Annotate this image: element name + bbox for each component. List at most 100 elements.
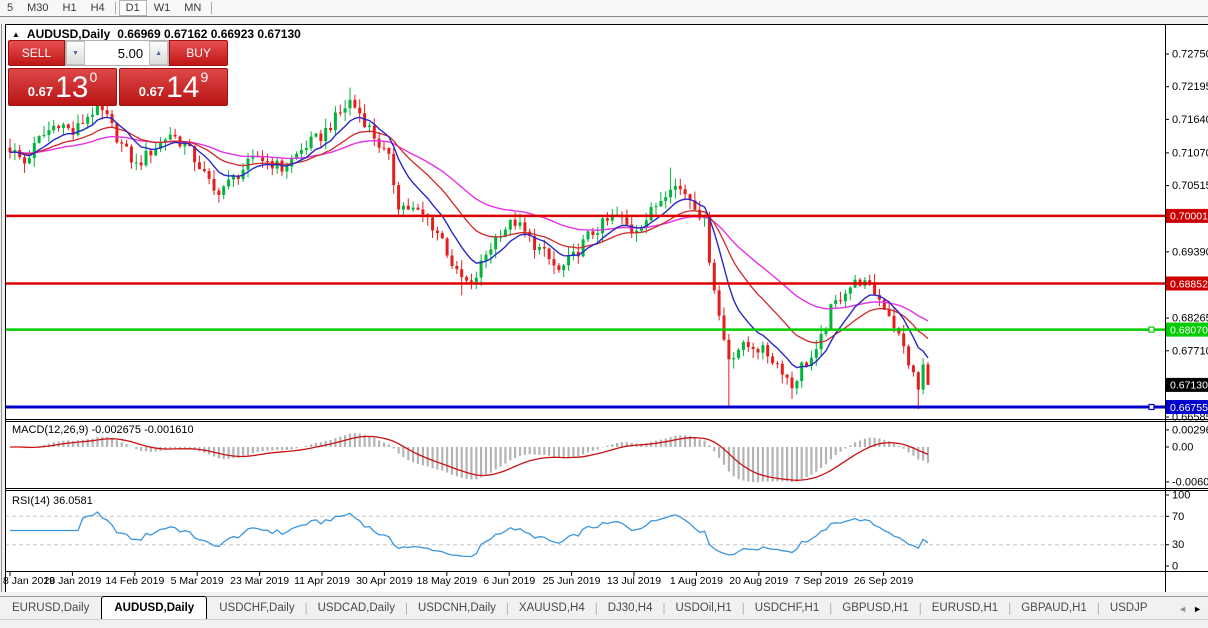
bottom-strip <box>0 619 1208 628</box>
symbol-title: AUDUSD,Daily <box>26 27 111 41</box>
svg-text:30 Apr 2019: 30 Apr 2019 <box>356 575 413 587</box>
buy-price-prefix: 0.67 <box>138 84 165 99</box>
chart-tab-usdcnh-daily[interactable]: USDCNH,Daily <box>417 602 496 614</box>
rsi-value: 36.0581 <box>52 495 93 507</box>
svg-text:0.72750: 0.72750 <box>1172 49 1208 61</box>
buy-button[interactable]: BUY <box>169 40 228 66</box>
chart-tab-gbpusd-h1[interactable]: GBPUSD,H1 <box>842 602 909 614</box>
svg-text:14 Feb 2019: 14 Feb 2019 <box>105 575 164 587</box>
price-axis: 0.727500.721950.716400.710700.705150.699… <box>1165 49 1208 573</box>
svg-text:0.70001: 0.70001 <box>1170 211 1208 223</box>
svg-text:8 Jan 2019: 8 Jan 2019 <box>3 575 55 587</box>
chart-area[interactable]: 0.727500.721950.716400.710700.705150.699… <box>0 17 1208 595</box>
svg-text:0.67130: 0.67130 <box>1170 380 1208 392</box>
svg-text:30: 30 <box>1172 539 1184 551</box>
chart-tab-gbpaud-h1[interactable]: GBPAUD,H1 <box>1021 602 1087 614</box>
timeframe-button-5[interactable]: 5 <box>7 2 14 14</box>
chart-tab-usdchf-h1[interactable]: USDCHF,H1 <box>754 602 820 614</box>
tab-separator: | <box>662 602 666 615</box>
rsi-name: RSI(14) <box>12 495 50 507</box>
level-handle[interactable] <box>1148 403 1155 411</box>
level-lines-layer <box>5 214 1165 411</box>
tab-separator: | <box>918 602 922 615</box>
svg-text:0.66755: 0.66755 <box>1170 402 1208 414</box>
svg-text:0.002968: 0.002968 <box>1172 424 1208 436</box>
buy-price-pip-digit: 9 <box>200 69 209 85</box>
timeframe-button-d1[interactable]: D1 <box>118 0 147 16</box>
chart-tab-usdoil-h1[interactable]: USDOil,H1 <box>675 602 732 614</box>
svg-text:5 Mar 2019: 5 Mar 2019 <box>171 575 224 587</box>
volume-input[interactable] <box>84 41 150 65</box>
chart-tab-usdjp[interactable]: USDJP <box>1109 602 1148 614</box>
macd-indicator-label: MACD(12,26,9) -0.002675 -0.001610 <box>12 424 194 436</box>
chart-tab-audusd-daily[interactable]: AUDUSD,Daily <box>101 595 208 620</box>
chart-tab-bar: EURUSD,Daily AUDUSD,Daily USDCHF,Daily | USD… <box>0 595 1208 620</box>
price-badge-0.70001: 0.70001 <box>1166 208 1208 223</box>
toolbar-separator <box>211 2 213 14</box>
sell-price-big-digits: 13 <box>55 71 89 104</box>
buy-price-button[interactable]: 0.67 14 9 <box>119 68 228 106</box>
chart-tab-xauusd-h4[interactable]: XAUUSD,H4 <box>518 602 585 614</box>
svg-text:18 May 2019: 18 May 2019 <box>416 575 477 587</box>
svg-text:0.72195: 0.72195 <box>1172 81 1208 93</box>
tab-separator: | <box>1096 602 1100 615</box>
tabs-scroll-right-icon[interactable]: ► <box>1193 603 1202 614</box>
chart-tab-usdcad-daily[interactable]: USDCAD,Daily <box>317 602 395 614</box>
svg-text:0.67710: 0.67710 <box>1172 345 1208 357</box>
pane-borders <box>1 24 1208 592</box>
svg-text:0.68070: 0.68070 <box>1170 324 1208 336</box>
macd-pane <box>10 433 930 483</box>
svg-text:26 Sep 2019: 26 Sep 2019 <box>854 575 914 587</box>
rsi-indicator-label: RSI(14) 36.0581 <box>12 495 93 507</box>
svg-text:0.69390: 0.69390 <box>1172 246 1208 258</box>
tab-separator: | <box>505 602 509 615</box>
chart-tab-dj30-h4[interactable]: DJ30,H4 <box>607 602 653 614</box>
price-badge-0.68070: 0.68070 <box>1166 322 1208 337</box>
svg-text:23 Mar 2019: 23 Mar 2019 <box>230 575 289 587</box>
sell-button[interactable]: SELL <box>8 40 65 66</box>
timeframe-button-w1[interactable]: W1 <box>153 2 171 14</box>
timeframe-button-mn[interactable]: MN <box>184 2 202 14</box>
tabs-scroll-left-icon[interactable]: ◄ <box>1178 603 1188 614</box>
macd-values: -0.002675 -0.001610 <box>91 424 194 436</box>
chart-tab-eurusd-daily[interactable]: EURUSD,Daily <box>12 602 90 614</box>
timeframe-button-h1[interactable]: H1 <box>62 2 77 14</box>
sell-price-pip-digit: 0 <box>89 69 98 85</box>
svg-text:0.71070: 0.71070 <box>1172 147 1208 159</box>
svg-text:100: 100 <box>1172 490 1190 502</box>
buy-price-big-digits: 14 <box>166 71 200 104</box>
svg-text:0: 0 <box>1172 561 1178 573</box>
chart-tab-eurusd-h1[interactable]: EURUSD,H1 <box>931 602 999 614</box>
timeframe-button-m30[interactable]: M30 <box>27 2 49 14</box>
svg-text:0.66585: 0.66585 <box>1172 412 1208 424</box>
one-click-trade-panel: SELL ▼ ▲ BUY 0.67 13 0 0.67 14 9 <box>8 40 228 106</box>
volume-increase-button[interactable]: ▲ <box>149 41 169 65</box>
svg-text:20 Aug 2019: 20 Aug 2019 <box>729 575 788 587</box>
price-badge-0.68852: 0.68852 <box>1166 276 1208 291</box>
tab-separator: | <box>404 602 408 615</box>
chart-tab-usdchf-daily[interactable]: USDCHF,Daily <box>219 602 295 614</box>
svg-text:0.71640: 0.71640 <box>1172 114 1208 126</box>
tab-separator: | <box>594 602 598 615</box>
tab-separator: | <box>829 602 833 615</box>
svg-text:25 Jun 2019: 25 Jun 2019 <box>543 575 601 587</box>
macd-name: MACD(12,26,9) <box>12 424 89 436</box>
toolbar-separator <box>114 2 116 14</box>
level-handle[interactable] <box>1148 326 1155 333</box>
moving-averages-layer <box>9 116 929 369</box>
svg-text:1 Aug 2019: 1 Aug 2019 <box>670 575 723 587</box>
svg-text:11 Apr 2019: 11 Apr 2019 <box>294 575 350 587</box>
svg-text:26 Jan 2019: 26 Jan 2019 <box>43 575 101 587</box>
volume-decrease-button[interactable]: ▼ <box>65 41 85 65</box>
sell-price-button[interactable]: 0.67 13 0 <box>8 68 117 106</box>
collapse-trade-panel-icon[interactable]: ▲ <box>12 29 20 39</box>
svg-text:6 Jun 2019: 6 Jun 2019 <box>483 575 535 587</box>
svg-text:70: 70 <box>1172 511 1184 523</box>
tab-separator: | <box>1008 602 1012 615</box>
price-chart-svg: 0.727500.721950.716400.710700.705150.699… <box>1 24 1208 592</box>
ohlc-values: 0.66969 0.67162 0.66923 0.67130 <box>117 27 301 41</box>
timeframe-button-h4[interactable]: H4 <box>90 2 105 14</box>
rsi-pane <box>5 511 1165 558</box>
price-badge-0.66755: 0.66755 <box>1166 400 1208 414</box>
